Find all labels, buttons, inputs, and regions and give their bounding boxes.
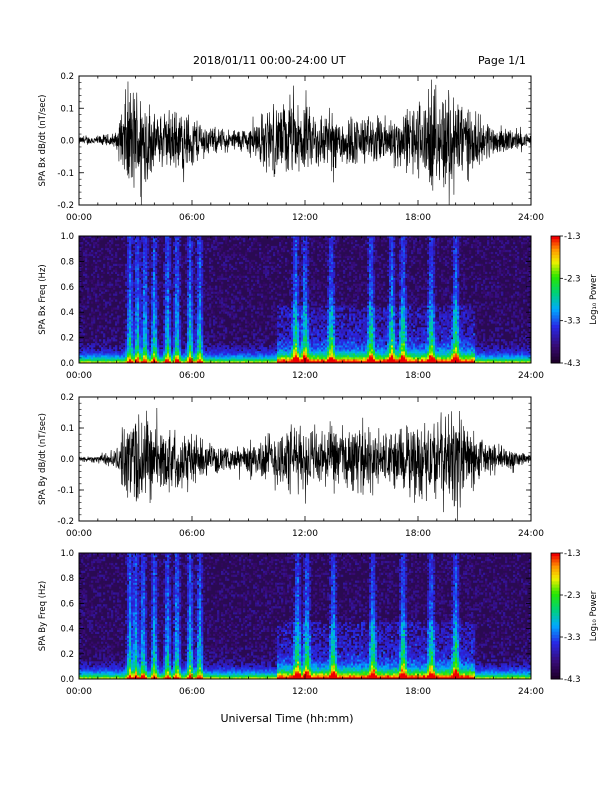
colorbar-tick-label: -3.3 xyxy=(564,317,581,327)
spectrogram-panel-4: -1.3 -2.3 -3.3 -4.3 Log₁₀ Power 00:00 06:00 12:… xyxy=(38,549,599,697)
colorbar-label: Log₁₀ Power xyxy=(589,274,599,325)
y-tick-label: 0.4 xyxy=(60,625,74,635)
colorbar-tick-label: -1.3 xyxy=(564,549,581,559)
x-tick-label: 06:00 xyxy=(179,213,205,223)
x-tick-label: 24:00 xyxy=(518,371,544,381)
dbdt-trace-line xyxy=(78,407,532,522)
x-tick-label: 18:00 xyxy=(405,213,431,223)
x-tick-label: 24:00 xyxy=(518,687,544,697)
colorbar-tick-label: -4.3 xyxy=(564,359,581,369)
x-tick-label: 06:00 xyxy=(179,371,205,381)
y-tick-label: 0.0 xyxy=(60,359,74,369)
x-tick-label: 24:00 xyxy=(518,213,544,223)
y-axis-label: SPA By dB/dt (nT/sec) xyxy=(38,413,48,505)
y-axis-label: SPA By Freq (Hz) xyxy=(38,581,48,651)
waveform-panel-3: 00:00 06:00 12:00 18:00 24:00 0.2 0.1 0.0 -0.1 -0… xyxy=(38,393,544,539)
x-tick-label: 12:00 xyxy=(292,213,318,223)
y-tick-label: -0.2 xyxy=(57,201,74,211)
y-tick-label: 0.1 xyxy=(60,104,74,114)
colorbar-tick-label: -3.3 xyxy=(564,633,581,643)
plot-title: 2018/01/11 00:00-24:00 UT xyxy=(193,54,346,67)
y-tick-label: 0.2 xyxy=(60,650,74,660)
y-tick-label: -0.1 xyxy=(57,169,74,179)
y-tick-label: 0.2 xyxy=(60,72,74,82)
y-tick-label: 1.0 xyxy=(60,549,74,559)
spectrogram-panel-2: -1.3 -2.3 -3.3 -4.3 Log₁₀ Power 00:00 06:00 12:… xyxy=(38,232,599,381)
x-axis-label: Universal Time (hh:mm) xyxy=(221,712,354,725)
x-tick-label: 18:00 xyxy=(405,371,431,381)
y-tick-label: 0.1 xyxy=(60,424,74,434)
x-tick-label: 06:00 xyxy=(179,529,205,539)
x-tick-label: 00:00 xyxy=(66,687,92,697)
y-tick-label: 0.0 xyxy=(60,455,74,465)
x-tick-label: 24:00 xyxy=(518,529,544,539)
y-tick-label: 0.0 xyxy=(60,675,74,685)
y-tick-label: 1.0 xyxy=(60,232,74,242)
y-tick-label: 0.6 xyxy=(60,283,74,293)
y-tick-label: 0.4 xyxy=(60,308,74,318)
colorbar-tick-label: -2.3 xyxy=(564,274,581,284)
x-tick-label: 12:00 xyxy=(292,371,318,381)
y-tick-label: 0.8 xyxy=(60,574,74,584)
y-tick-label: 0.2 xyxy=(60,334,74,344)
x-tick-label: 00:00 xyxy=(66,213,92,223)
colorbar-tick-label: -4.3 xyxy=(564,675,581,685)
y-tick-label: -0.1 xyxy=(57,486,74,496)
colorbar-tick-label: -1.3 xyxy=(564,232,581,242)
x-tick-label: 12:00 xyxy=(292,687,318,697)
x-tick-label: 06:00 xyxy=(179,687,205,697)
x-tick-label: 00:00 xyxy=(66,529,92,539)
waveform-panel-1: 00:00 06:00 12:00 18:00 24:00 0.2 0.1 0.0 -0.1 -0… xyxy=(38,72,544,223)
x-tick-label: 00:00 xyxy=(66,371,92,381)
page-number: Page 1/1 xyxy=(478,54,526,67)
x-tick-label: 18:00 xyxy=(405,687,431,697)
x-tick-label: 18:00 xyxy=(405,529,431,539)
y-tick-label: -0.2 xyxy=(57,517,74,527)
y-tick-label: 0.0 xyxy=(60,137,74,147)
y-axis-label: SPA Bx dB/dt (nT/sec) xyxy=(38,95,48,187)
y-tick-label: 0.2 xyxy=(60,393,74,403)
y-tick-label: 0.8 xyxy=(60,257,74,267)
colorbar-tick-label: -2.3 xyxy=(564,591,581,601)
y-axis-label: SPA Bx Freq (Hz) xyxy=(38,264,48,334)
y-tick-label: 0.6 xyxy=(60,599,74,609)
colorbar-label: Log₁₀ Power xyxy=(589,590,599,641)
dbdt-trace-line xyxy=(78,79,532,206)
x-tick-label: 12:00 xyxy=(292,529,318,539)
